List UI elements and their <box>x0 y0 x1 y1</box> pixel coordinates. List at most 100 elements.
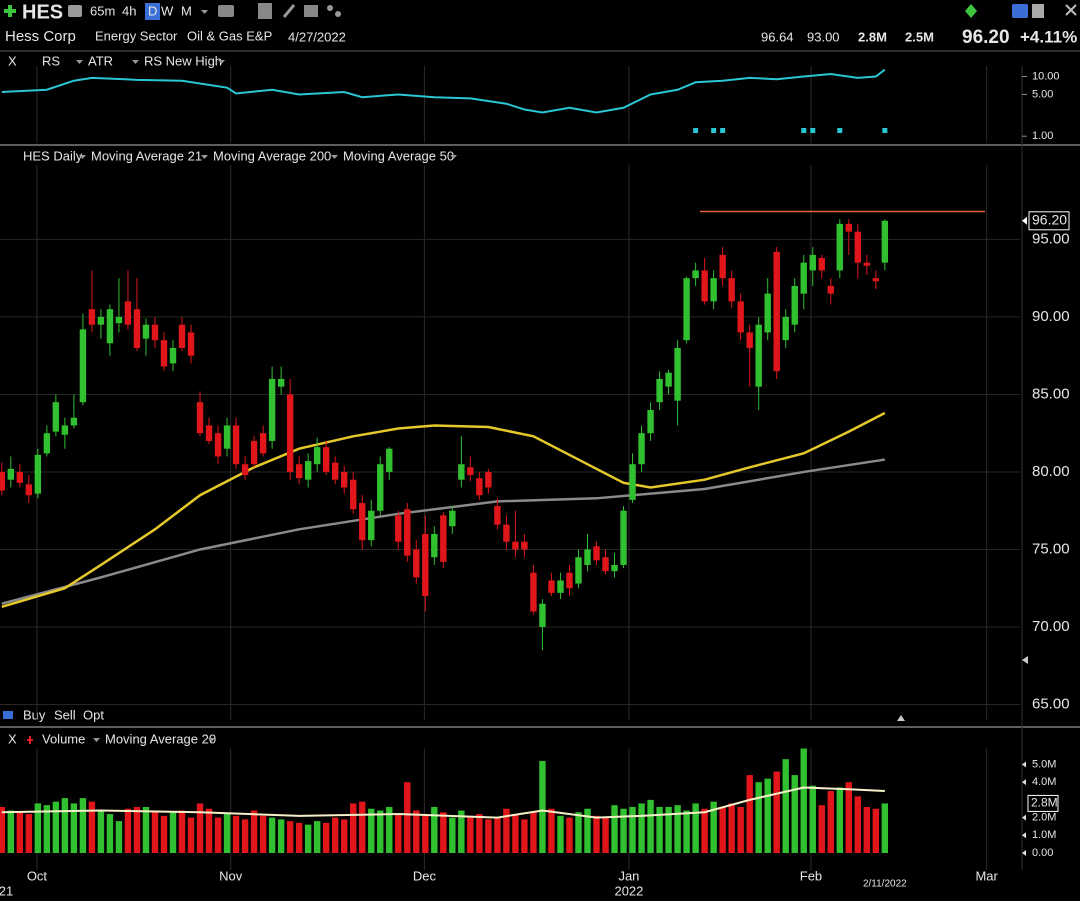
volume-bar <box>322 822 330 853</box>
candle-body <box>187 332 195 356</box>
candle-body <box>413 549 420 578</box>
collapse-icon[interactable] <box>897 715 905 721</box>
legend-entry[interactable]: Moving Average 50 <box>343 148 454 163</box>
candle-body <box>719 254 726 279</box>
candle-body <box>512 541 519 550</box>
candle-body <box>854 231 862 263</box>
candle-body <box>818 258 825 271</box>
price-tag-label: 96.20 <box>1032 212 1067 228</box>
icon[interactable] <box>258 3 272 19</box>
buy-button[interactable]: Buy <box>23 707 46 722</box>
y-tick-label: 95.00 <box>1032 230 1070 247</box>
timeframe[interactable]: 4h <box>122 3 136 18</box>
candle-body <box>97 316 105 325</box>
scroll-icon[interactable] <box>1022 656 1028 664</box>
quote-low: 93.00 <box>807 29 840 44</box>
volume-bar <box>674 805 681 853</box>
candle-body <box>764 293 771 333</box>
icon[interactable] <box>965 4 977 18</box>
legend-entry[interactable]: Moving Average 21 <box>91 148 202 163</box>
legend-entry[interactable]: Moving Average 200 <box>213 148 331 163</box>
candle-body <box>449 510 456 527</box>
volume-bar <box>386 806 393 853</box>
close-panel[interactable]: X <box>8 731 17 746</box>
date: 4/27/2022 <box>288 29 346 44</box>
tick-mark <box>1022 832 1026 839</box>
volume-moving-average <box>1 786 885 819</box>
icon[interactable] <box>218 5 234 17</box>
price-change: +4.11% <box>1020 27 1077 46</box>
symbol[interactable]: HES <box>22 1 63 23</box>
candle-body <box>259 433 267 454</box>
legend-entry[interactable]: RS <box>42 53 60 68</box>
legend-entry[interactable]: HES Daily <box>23 148 83 163</box>
legend-entry[interactable]: ATR <box>88 53 113 68</box>
timeframe[interactable]: 65m <box>90 3 115 18</box>
volume-bar <box>25 814 33 853</box>
volume-bar <box>250 810 258 853</box>
volume-bar <box>566 817 573 853</box>
volume-bar <box>0 806 6 853</box>
price-tag <box>1028 211 1070 231</box>
new-high-marker <box>882 128 888 133</box>
close-panel[interactable]: X <box>8 53 17 68</box>
dropdown-icon[interactable] <box>201 155 208 159</box>
dropdown-icon[interactable] <box>93 738 100 742</box>
icon[interactable] <box>68 5 82 17</box>
volume-bar <box>512 814 519 853</box>
draw-icon[interactable] <box>282 4 296 18</box>
timeframe[interactable]: D <box>148 3 157 18</box>
volume-bar <box>404 782 411 853</box>
candle-body <box>133 309 141 348</box>
candle-body <box>638 433 645 465</box>
dropdown-icon[interactable] <box>76 60 83 64</box>
candle-body <box>232 425 240 465</box>
dropdown-icon[interactable] <box>132 60 139 64</box>
y-tick-label: 1.00 <box>1032 130 1053 142</box>
volume-bar <box>818 805 825 853</box>
legend-entry[interactable]: Volume <box>42 731 85 746</box>
volume-bar <box>881 803 889 853</box>
icon[interactable] <box>304 5 318 17</box>
volume-bar <box>521 819 528 853</box>
volume-bar <box>449 817 456 853</box>
close-icon[interactable] <box>1065 4 1077 16</box>
dropdown-icon[interactable] <box>218 60 225 64</box>
dropdown-icon[interactable] <box>208 738 215 742</box>
dropdown-icon[interactable] <box>450 155 457 159</box>
volume-bar <box>593 815 600 853</box>
volume-bar <box>764 778 771 853</box>
icon[interactable] <box>327 5 333 11</box>
new-high-marker <box>693 128 699 133</box>
legend-entry[interactable]: RS New High <box>144 53 222 68</box>
legend-entry[interactable]: Moving Average 20 <box>105 731 216 746</box>
dropdown-icon[interactable] <box>79 155 86 159</box>
volume-bar <box>503 808 510 853</box>
volume-bar <box>629 806 636 853</box>
volume-bar <box>431 806 438 853</box>
volume-bar <box>854 796 862 853</box>
icon[interactable] <box>1012 4 1028 18</box>
volume-bar <box>728 803 735 853</box>
candle-body <box>584 549 591 565</box>
icon[interactable] <box>335 11 341 17</box>
dropdown-icon[interactable] <box>331 155 338 159</box>
volume-bar <box>413 810 420 853</box>
timeframe[interactable]: M <box>181 3 192 18</box>
sell-button[interactable]: Sell <box>54 707 76 722</box>
candle-body <box>115 316 123 324</box>
volume-bar <box>665 806 672 853</box>
options-button[interactable]: Opt <box>83 707 104 722</box>
timeframe[interactable]: W <box>161 3 174 18</box>
candle-body <box>196 402 204 434</box>
candle-body <box>43 433 51 454</box>
add-icon[interactable] <box>4 5 16 17</box>
trade-icon[interactable] <box>3 711 13 719</box>
icon[interactable] <box>1032 4 1044 18</box>
y-tick-label: 5.00 <box>1032 88 1053 100</box>
candle-body <box>70 417 78 426</box>
dropdown-icon[interactable] <box>201 10 208 14</box>
volume-bar <box>377 810 384 853</box>
candle-body <box>773 251 780 372</box>
